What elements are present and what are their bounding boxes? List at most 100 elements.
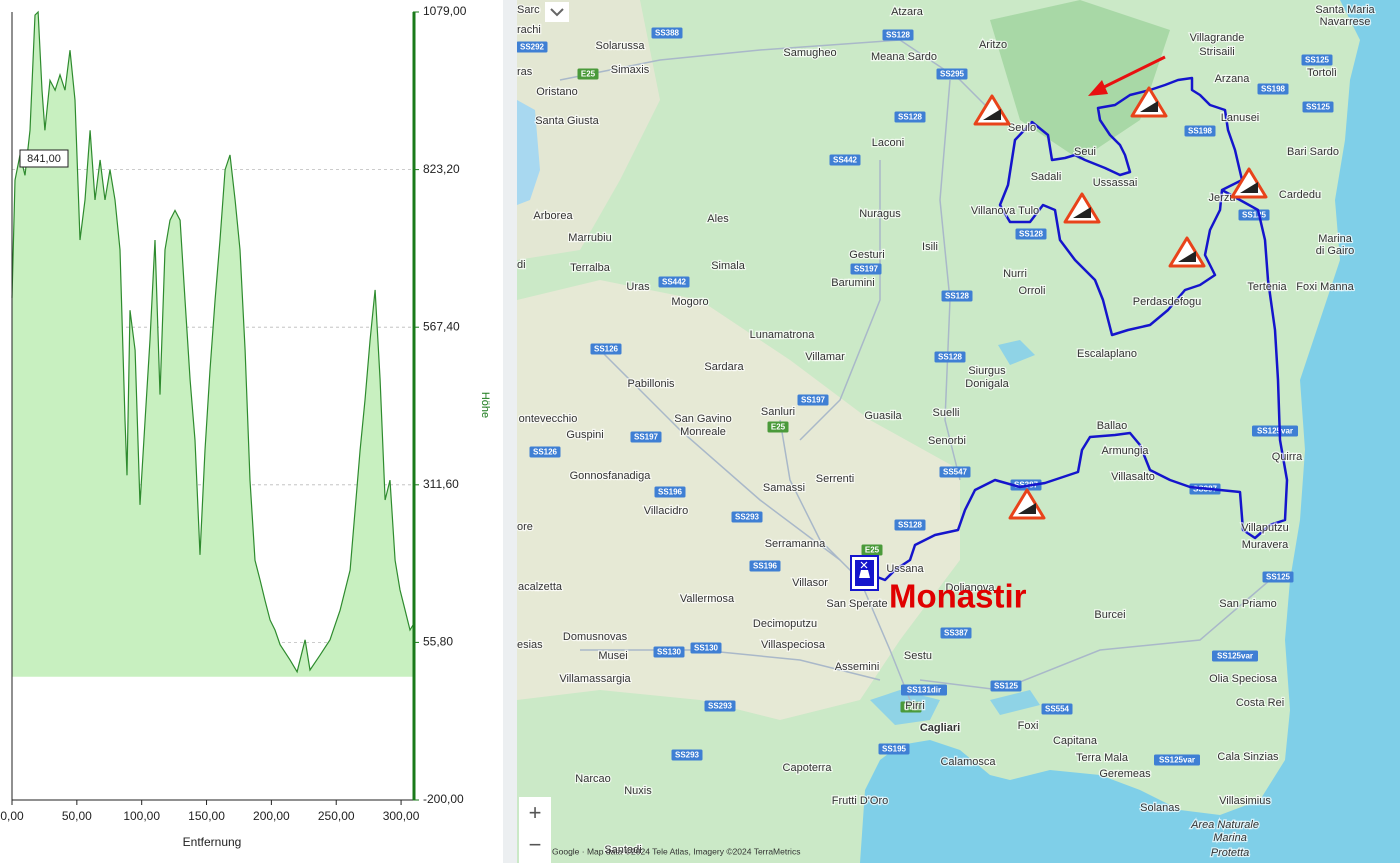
annotation: 841,00 (27, 153, 61, 165)
place-label: Villasalto (1111, 471, 1155, 483)
line (11, 10, 414, 674)
road-label: SS128 (898, 521, 923, 530)
arrow-head (1088, 80, 1108, 96)
dropdown[interactable] (545, 2, 569, 22)
road-label: SS125var (1159, 756, 1195, 765)
road-shield (1238, 209, 1270, 221)
road-label: SS197 (801, 396, 826, 405)
place-label: Marrubiu (568, 232, 611, 244)
area (12, 12, 413, 677)
road-shield (829, 154, 861, 166)
place-label: Pabillonis (627, 378, 675, 390)
parking-icon[interactable] (850, 555, 879, 591)
place-label: Oristano (536, 86, 578, 98)
road-label: SS125 (1305, 56, 1330, 65)
place-label: Villanova Tulo (971, 205, 1039, 217)
road-shield (934, 351, 966, 363)
place-label: Decimoputzu (753, 618, 817, 630)
road-label: SS295 (940, 70, 965, 79)
road-shield (850, 263, 882, 275)
place-label: Terra Mala (1076, 752, 1129, 764)
chevron (550, 8, 564, 17)
sea (860, 0, 1400, 863)
road-label: SS442 (662, 278, 687, 287)
place-label: Domusnovas (563, 631, 628, 643)
road-shield (882, 29, 914, 41)
place-label: Bari Sardo (1287, 146, 1339, 158)
place-label: Sestu (904, 650, 932, 662)
place-label: Ussassai (1093, 177, 1138, 189)
place-label: Mogoro (671, 296, 708, 308)
road-label: SS130 (657, 648, 682, 657)
place-label: ontevecchio (519, 413, 578, 425)
forest (990, 0, 1170, 160)
place-label: Suelli (933, 407, 960, 419)
place-label: Villasimius (1219, 795, 1271, 807)
road-shield (797, 394, 829, 406)
place-label: Monreale (680, 426, 726, 438)
map[interactable]: SS388 SS128 SS292 E25 SS295 SS128 SS198 SS198 SS… (517, 0, 1400, 863)
road-shield (936, 68, 968, 80)
road-label: SS196 (658, 488, 683, 497)
sea (517, 100, 540, 205)
road-shield (704, 700, 736, 712)
road-shield (651, 27, 683, 39)
road-label: SS442 (833, 156, 858, 165)
place-label: Sanluri (761, 406, 795, 418)
road-shield (1212, 650, 1258, 662)
arrow (1097, 55, 1166, 92)
road-shield (749, 560, 781, 572)
annotation-box (19, 149, 69, 168)
place-label: Santa Giusta (535, 115, 599, 127)
place-label: Villacidro (644, 505, 688, 517)
place-label: Ballao (1097, 420, 1128, 432)
route[interactable] (863, 76, 1289, 582)
elevation-chart: -200,00 55,80 311,60 567,40 823,20 1079,00 0,0… (0, 4, 466, 823)
lowland (517, 0, 660, 260)
place-label: Pirri (905, 700, 925, 712)
road-shield (878, 743, 910, 755)
road-label: SS293 (735, 513, 760, 522)
place-label: Solarussa (596, 40, 646, 52)
road-label: SS554 (1045, 705, 1070, 714)
road-label: E25 (904, 703, 919, 712)
place-label: Quirra (1272, 451, 1303, 463)
place-label: Vallermosa (680, 593, 735, 605)
place-label: Uras (626, 281, 650, 293)
place-label: Arzana (1215, 73, 1251, 85)
zoom-in[interactable]: + (529, 800, 542, 825)
place-label: Muravera (1242, 539, 1289, 551)
x-tick-label: 200,00 (253, 809, 290, 823)
splitter[interactable] (503, 0, 517, 863)
place-label: Simaxis (611, 64, 650, 76)
place-label: Villaputzu (1241, 522, 1289, 534)
zoom-out[interactable]: − (529, 832, 542, 857)
road-label: SS126 (533, 448, 558, 457)
x-tick-label: 100,00 (123, 809, 160, 823)
x-tick-label: 0,00 (0, 809, 24, 823)
road-shield (671, 749, 703, 761)
place-label: Samassi (763, 482, 805, 494)
place-label: Santa Maria (1315, 4, 1375, 16)
place-label: Capitana (1053, 735, 1098, 747)
place-label: Guspini (566, 429, 603, 441)
place-label: Burcei (1094, 609, 1125, 621)
hazard-slope (1178, 251, 1196, 262)
place-label: Solanas (1140, 802, 1180, 814)
place-label: Foxi (1018, 720, 1039, 732)
place-label: Area Naturale (1190, 819, 1259, 831)
y-tick-label: 567,40 (423, 319, 460, 333)
place-label: Simala (711, 260, 746, 272)
place-label: Sarc (517, 4, 540, 16)
road-shield (1257, 83, 1289, 95)
road-label: SS128 (945, 292, 970, 301)
road-shield (1301, 54, 1333, 66)
place-label: esias (517, 639, 543, 651)
place-label: Guasila (864, 410, 902, 422)
place-label: Foxi Manna (1296, 281, 1354, 293)
road-label: SS128 (886, 31, 911, 40)
x-tick-label: 250,00 (318, 809, 355, 823)
x-tick-label: 50,00 (62, 809, 92, 823)
